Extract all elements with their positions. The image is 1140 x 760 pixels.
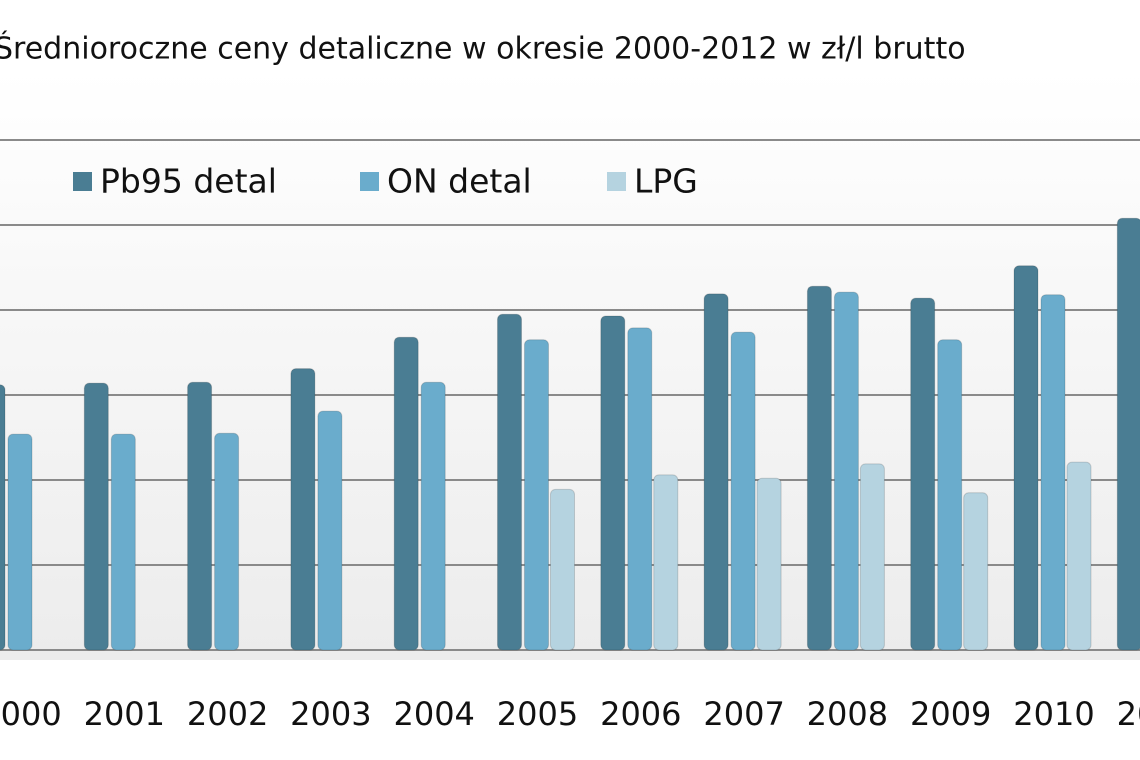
- bar: [214, 432, 240, 651]
- bar: [0, 384, 6, 651]
- bar: [653, 474, 679, 651]
- x-tick-label: 2003: [290, 695, 371, 733]
- legend-label: Pb95 detal: [100, 162, 277, 201]
- legend-swatch: [73, 172, 92, 191]
- legend-label: ON detal: [387, 162, 532, 201]
- bar: [7, 433, 33, 651]
- x-tick-label: 2000: [0, 695, 62, 733]
- bar: [420, 381, 446, 651]
- bar: [83, 382, 109, 651]
- bar: [1013, 265, 1039, 651]
- x-tick-label: 2006: [600, 695, 681, 733]
- x-tick-label: 2002: [187, 695, 268, 733]
- bar: [910, 297, 936, 651]
- x-tick-label: 2001: [84, 695, 165, 733]
- bar: [833, 291, 859, 651]
- chart-title: Średnioroczne ceny detaliczne w okresie …: [0, 30, 966, 67]
- x-tick-label: 2009: [910, 695, 991, 733]
- bar: [859, 463, 885, 651]
- bar: [110, 433, 136, 651]
- x-tick-label: 2007: [703, 695, 784, 733]
- legend-swatch: [607, 172, 626, 191]
- bar: [550, 488, 575, 651]
- bar: [1040, 294, 1066, 651]
- bar: [756, 477, 782, 651]
- bar: [730, 331, 756, 651]
- bar: [317, 410, 343, 651]
- bar: [806, 285, 832, 651]
- bar: [627, 327, 653, 651]
- x-tick-label: 2004: [393, 695, 474, 733]
- bar: [600, 315, 626, 651]
- bar: [524, 339, 549, 651]
- bar: [290, 368, 316, 651]
- bar: [497, 313, 522, 651]
- bar: [1066, 461, 1092, 651]
- bar: [1116, 217, 1140, 651]
- legend-label: LPG: [634, 162, 698, 201]
- bar: [963, 492, 989, 651]
- bar: [187, 381, 213, 651]
- x-tick-label: 2005: [497, 695, 578, 733]
- x-tick-label: 2010: [1013, 695, 1094, 733]
- bar: [703, 293, 729, 651]
- x-tick-label: 2008: [807, 695, 888, 733]
- x-tick-label: 2011: [1117, 695, 1140, 733]
- legend-swatch: [360, 172, 379, 191]
- bar: [393, 336, 419, 651]
- bar: [937, 339, 963, 651]
